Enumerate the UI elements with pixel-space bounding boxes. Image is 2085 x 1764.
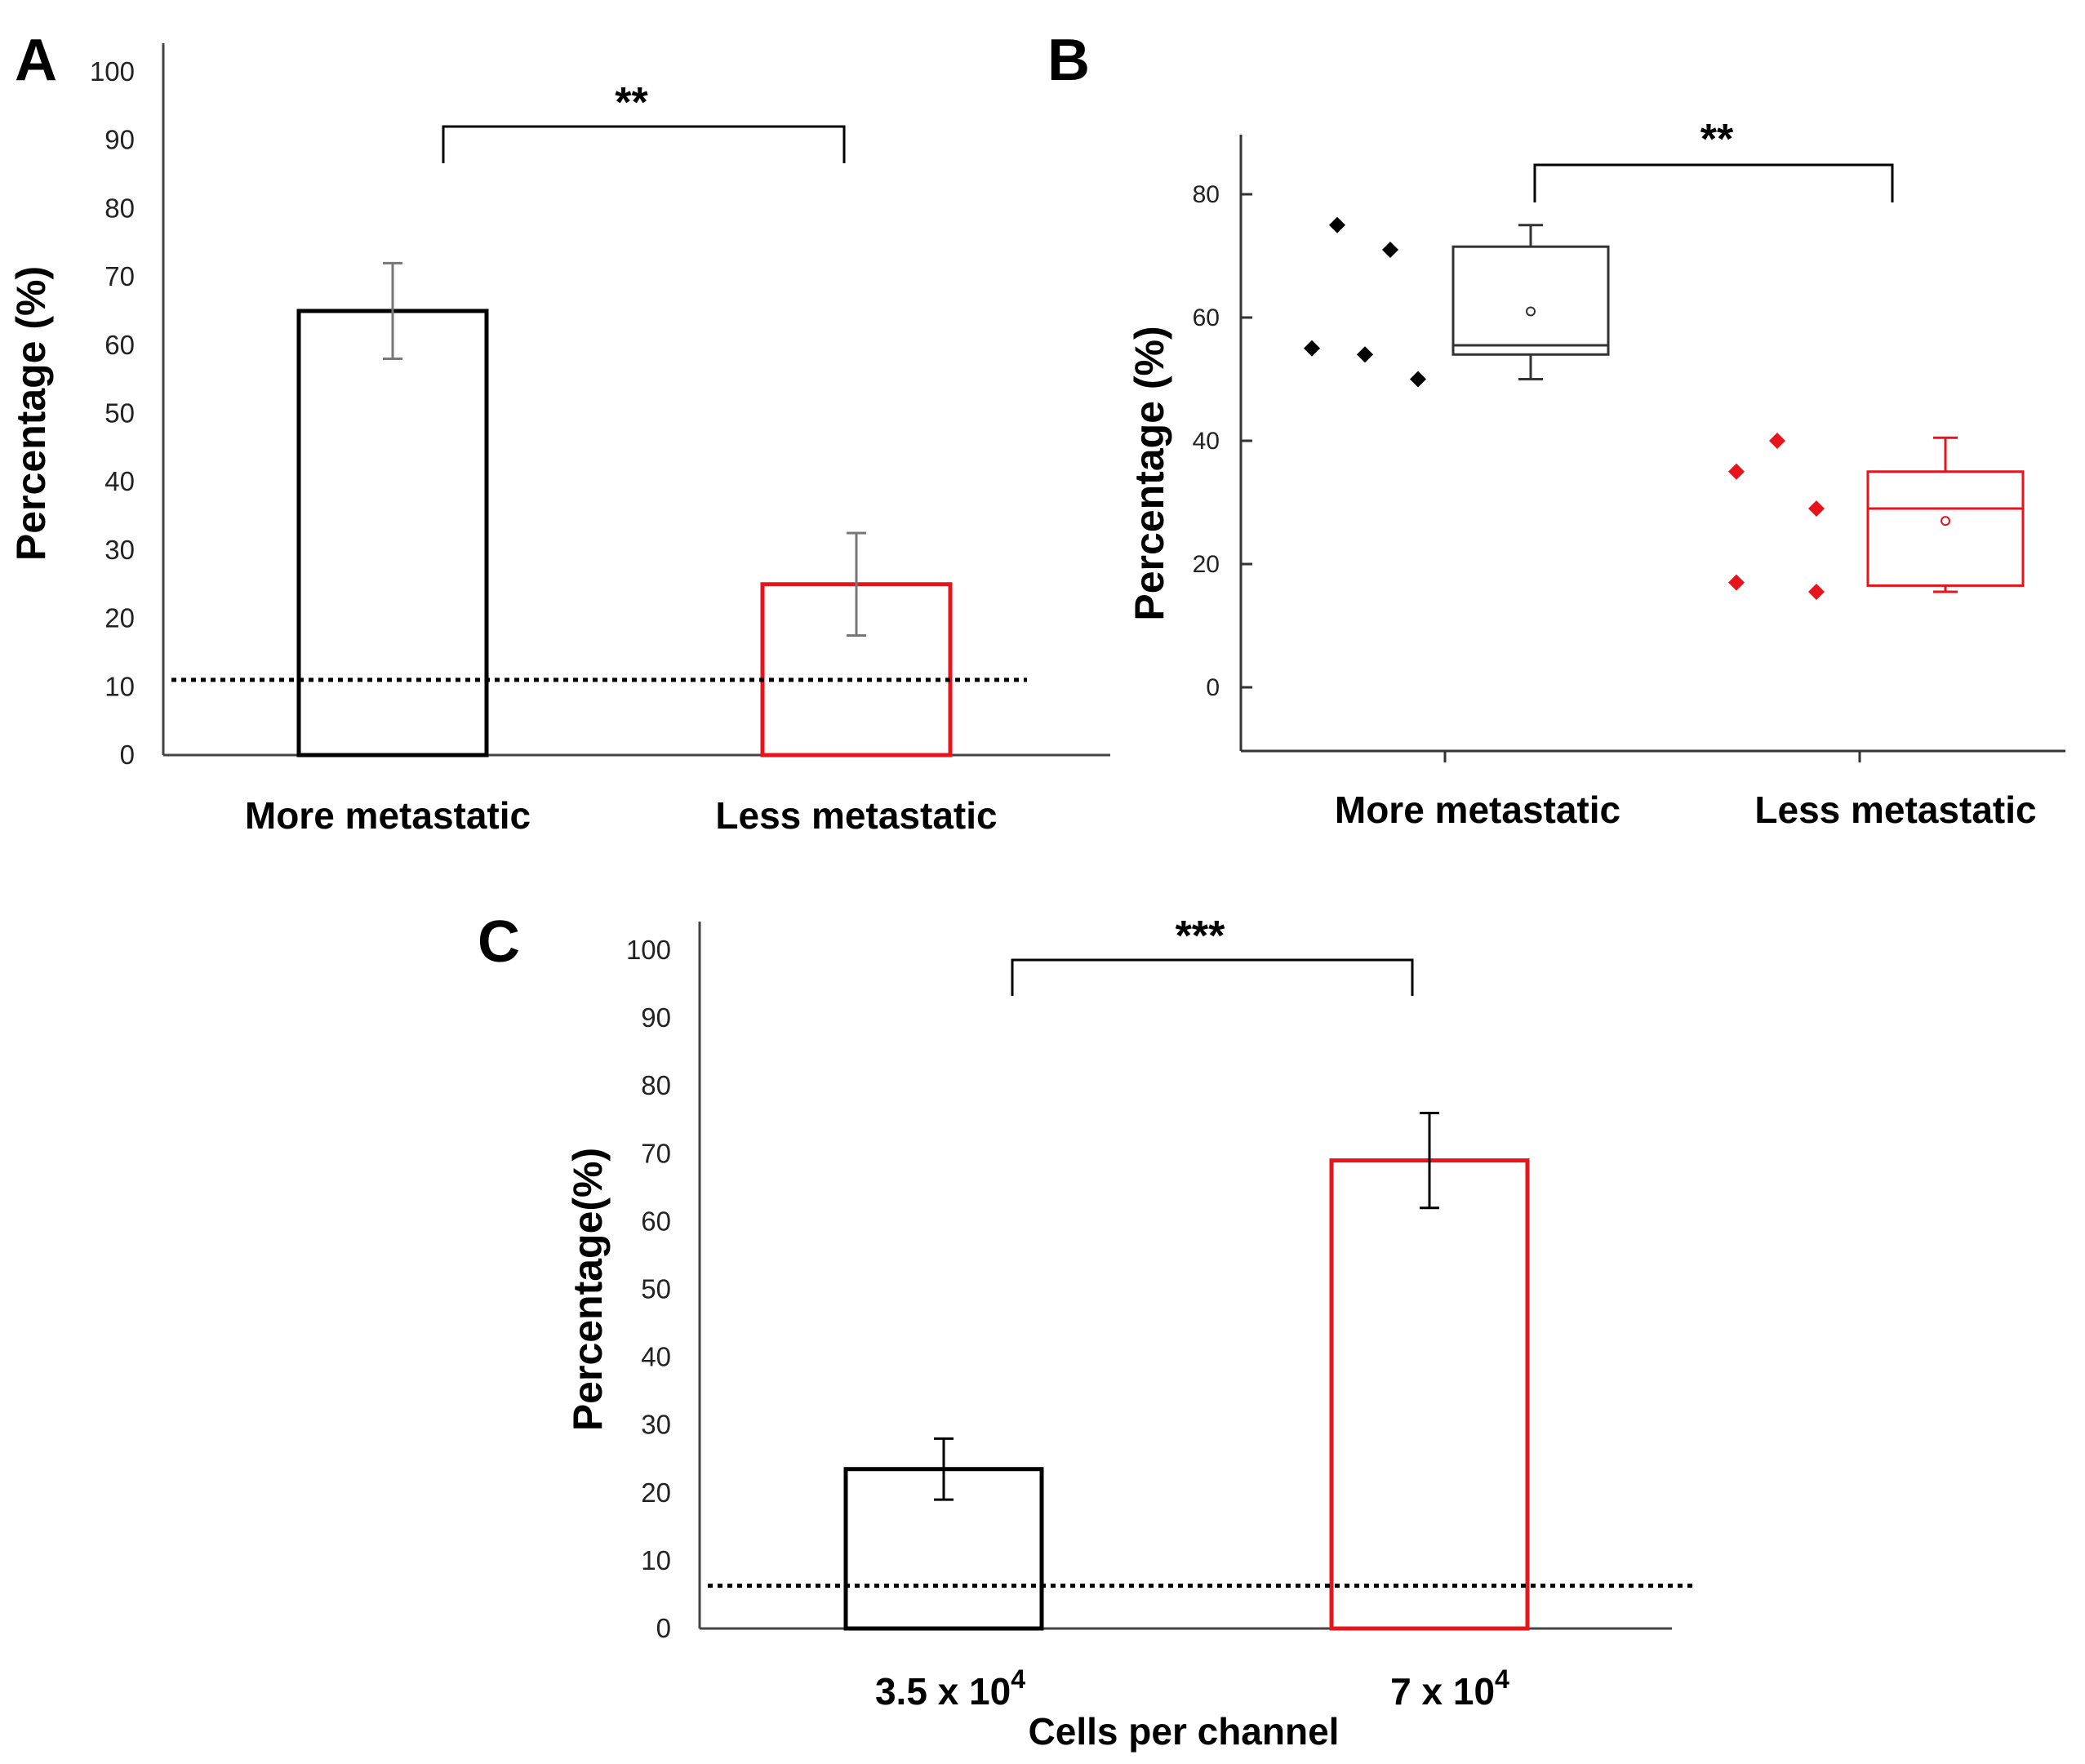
x-category-label: 7 x 104	[1390, 1664, 1509, 1713]
y-axis-label: Percentage (%)	[1127, 326, 1172, 620]
panel-b: B 0 20 40 60 80 Percentage (%) More metastatic L…	[1047, 28, 2065, 831]
data-point	[1728, 463, 1745, 480]
y-tick-label: 20	[104, 603, 135, 633]
x-category-label: Less metastatic	[1754, 789, 2036, 831]
y-tick-label: 70	[641, 1138, 671, 1168]
y-tick-label: 40	[104, 466, 135, 496]
y-tick-label: 50	[104, 398, 135, 429]
box-mean	[1941, 516, 1950, 527]
y-tick-label: 30	[641, 1410, 671, 1440]
y-tick-label: 0	[656, 1613, 671, 1643]
data-point	[1357, 346, 1373, 363]
data-point	[1410, 371, 1426, 388]
bar	[296, 309, 489, 758]
y-tick-label: 40	[1193, 428, 1220, 455]
y-tick-label: 60	[641, 1206, 671, 1236]
data-point	[1769, 433, 1785, 449]
bar	[1329, 1158, 1530, 1631]
y-tick-label: 40	[641, 1342, 671, 1372]
x-category-superscript: 4	[1011, 1664, 1025, 1694]
y-tick-label: 50	[641, 1274, 671, 1304]
y-tick-label: 70	[104, 261, 135, 291]
x-axis-label: Cells per channel	[1029, 1710, 1340, 1753]
x-category-label: More metastatic	[245, 794, 531, 837]
x-category-base: 3.5 x 10	[875, 1670, 1011, 1713]
y-tick-label: 20	[641, 1477, 671, 1508]
y-tick-label: 80	[1193, 181, 1220, 208]
y-axis-label: Percentage(%)	[565, 1148, 611, 1431]
y-tick-label: 10	[641, 1545, 671, 1575]
panel-letter: C	[478, 909, 520, 975]
y-tick-label: 90	[641, 1002, 671, 1033]
data-point	[1329, 216, 1345, 233]
data-point	[1382, 241, 1398, 258]
y-tick-label: 0	[120, 740, 135, 770]
y-tick-label: 20	[1193, 551, 1220, 578]
box-mean	[1526, 306, 1536, 317]
box	[1451, 245, 1610, 356]
data-point	[1808, 583, 1825, 600]
significance-label: **	[1700, 116, 1734, 163]
data-point	[1808, 500, 1825, 518]
x-category-superscript: 4	[1495, 1664, 1509, 1694]
y-tick-label: 0	[1206, 674, 1220, 701]
significance-bracket	[442, 125, 846, 163]
panel-a: A 0 10 20 30 40 50 60 70 80 90 100 Percentage (%) Mor…	[8, 28, 1110, 837]
significance-label: **	[615, 79, 648, 127]
x-category-label: More metastatic	[1335, 789, 1620, 831]
data-point	[1304, 340, 1320, 357]
x-category-label: 3.5 x 104	[875, 1664, 1025, 1713]
data-point	[1728, 574, 1745, 591]
y-tick-label: 80	[641, 1070, 671, 1100]
significance-label: ***	[1176, 913, 1225, 960]
panel-letter: A	[15, 28, 57, 93]
y-axis-label: Percentage (%)	[8, 266, 54, 561]
panel-letter: B	[1047, 28, 1090, 93]
panel-c: C 0 10 20 30 40 50 60 70 80 90 100 Percentage(%) 3.5 …	[478, 909, 1694, 1753]
y-tick-label: 10	[104, 671, 135, 701]
x-category-base: 7 x 10	[1390, 1670, 1495, 1713]
y-tick-label: 30	[104, 535, 135, 565]
y-tick-label: 60	[1193, 304, 1220, 331]
x-category-label: Less metastatic	[715, 794, 997, 837]
significance-bracket	[1533, 163, 1894, 202]
y-tick-label: 90	[104, 125, 135, 155]
y-tick-label: 80	[104, 193, 135, 223]
y-tick-label: 60	[104, 330, 135, 360]
significance-bracket	[1011, 958, 1414, 996]
box	[1866, 470, 2025, 587]
y-tick-label: 100	[90, 56, 135, 87]
y-tick-label: 100	[626, 935, 671, 965]
